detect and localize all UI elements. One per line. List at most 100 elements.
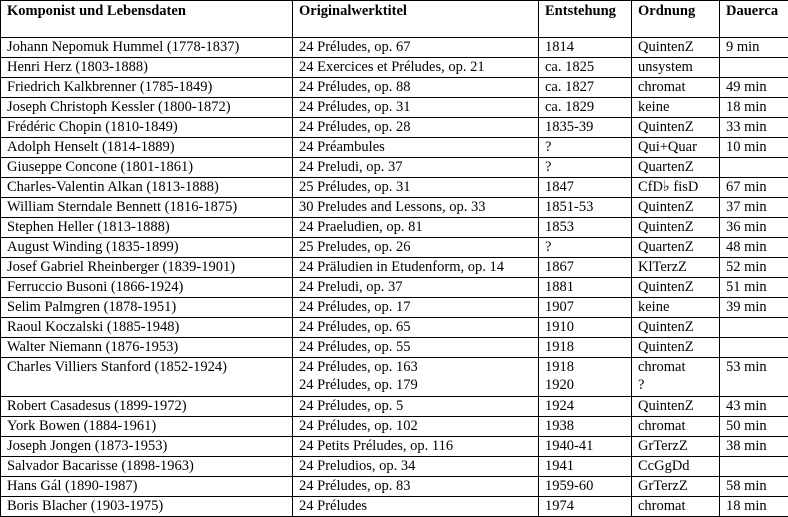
cell-order: chromat <box>632 417 720 437</box>
cell-title-line: 24 Preludi, op. 37 <box>299 278 538 296</box>
cell-composer: Henri Herz (1803-1888) <box>1 58 293 78</box>
cell-order: chromat? <box>632 358 720 397</box>
cell-created: ca. 1827 <box>539 78 632 98</box>
cell-order: GrTerzZ <box>632 437 720 457</box>
table-row: Salvador Bacarisse (1898-1963)24 Preludi… <box>1 457 788 477</box>
cell-order-line: keine <box>638 298 719 316</box>
cell-created: ca. 1825 <box>539 58 632 78</box>
cell-title: 25 Preludes, op. 26 <box>293 238 539 258</box>
cell-duration: 52 min <box>720 258 788 278</box>
header-row: Komponist und Lebensdaten Originalwerkti… <box>1 1 788 38</box>
cell-duration: 9 min <box>720 38 788 58</box>
cell-duration <box>720 457 788 477</box>
cell-title: 24 Preludi, op. 37 <box>293 158 539 178</box>
cell-created-line: 1920 <box>545 376 631 394</box>
cell-composer: Adolph Henselt (1814-1889) <box>1 138 293 158</box>
cell-duration: 18 min <box>720 497 788 517</box>
cell-order: QuintenZ <box>632 38 720 58</box>
cell-created-line: 1959-60 <box>545 477 631 495</box>
cell-created-line: 1907 <box>545 298 631 316</box>
cell-created: ? <box>539 138 632 158</box>
cell-composer: Salvador Bacarisse (1898-1963) <box>1 457 293 477</box>
cell-created: 1853 <box>539 218 632 238</box>
cell-order: keine <box>632 98 720 118</box>
cell-order-line: unsystem <box>638 58 719 76</box>
cell-composer: August Winding (1835-1899) <box>1 238 293 258</box>
cell-created-line: 1851-53 <box>545 198 631 216</box>
cell-title-line: 24 Präludien in Etudenform, op. 14 <box>299 258 538 276</box>
cell-duration <box>720 158 788 178</box>
cell-composer: Giuseppe Concone (1801-1861) <box>1 158 293 178</box>
cell-order: QuartenZ <box>632 238 720 258</box>
table-row: August Winding (1835-1899) 25 Preludes, o… <box>1 238 788 258</box>
cell-order-line: chromat <box>638 497 719 515</box>
cell-created: 1940-41 <box>539 437 632 457</box>
cell-title: 24 Préludes, op. 28 <box>293 118 539 138</box>
cell-title: 24 Préludes, op. 88 <box>293 78 539 98</box>
cell-created: ? <box>539 158 632 178</box>
cell-order: QuartenZ <box>632 158 720 178</box>
cell-order: CfD♭ fisD <box>632 178 720 198</box>
cell-duration: 49 min <box>720 78 788 98</box>
cell-title-line: 25 Preludes, op. 26 <box>299 238 538 256</box>
table-row: Johann Nepomuk Hummel (1778-1837)24 Prél… <box>1 38 788 58</box>
cell-composer: Joseph Jongen (1873-1953) <box>1 437 293 457</box>
table-row: Friedrich Kalkbrenner (1785-1849)24 Prél… <box>1 78 788 98</box>
cell-composer: Friedrich Kalkbrenner (1785-1849) <box>1 78 293 98</box>
cell-title-line: 24 Préludes, op. 31 <box>299 98 538 116</box>
cell-duration: 10 min <box>720 138 788 158</box>
cell-duration: 36 min <box>720 218 788 238</box>
cell-created: 1867 <box>539 258 632 278</box>
table-row: Charles Villiers Stanford (1852-1924)24 … <box>1 358 788 397</box>
cell-title: 24 Preludi, op. 37 <box>293 278 539 298</box>
cell-order-line: QuintenZ <box>638 38 719 56</box>
cell-order-line: QuartenZ <box>638 158 719 176</box>
cell-order-line: QuintenZ <box>638 198 719 216</box>
cell-created-line: ? <box>545 158 631 176</box>
cell-duration: 38 min <box>720 437 788 457</box>
cell-composer: Hans Gál (1890-1987) <box>1 477 293 497</box>
cell-order-line: QuintenZ <box>638 218 719 236</box>
cell-composer: Johann Nepomuk Hummel (1778-1837) <box>1 38 293 58</box>
cell-created: 1974 <box>539 497 632 517</box>
cell-duration: 51 min <box>720 278 788 298</box>
table-row: York Bowen (1884-1961)24 Préludes, op. 1… <box>1 417 788 437</box>
cell-created: 1959-60 <box>539 477 632 497</box>
cell-order-line: GrTerzZ <box>638 477 719 495</box>
cell-created-line: 1938 <box>545 417 631 435</box>
table-row: Josef Gabriel Rheinberger (1839-1901)24 … <box>1 258 788 278</box>
cell-duration: 33 min <box>720 118 788 138</box>
cell-composer: Frédéric Chopin (1810-1849) <box>1 118 293 138</box>
cell-order: chromat <box>632 497 720 517</box>
cell-title-line: 24 Préludes, op. 17 <box>299 298 538 316</box>
cell-order-line: chromat <box>638 358 719 376</box>
cell-composer: Joseph Christoph Kessler (1800-1872) <box>1 98 293 118</box>
cell-title: 24 Petits Préludes, op. 116 <box>293 437 539 457</box>
cell-composer: York Bowen (1884-1961) <box>1 417 293 437</box>
cell-title-line: 24 Préludes, op. 55 <box>299 338 538 356</box>
cell-created: 1941 <box>539 457 632 477</box>
cell-duration: 67 min <box>720 178 788 198</box>
table-body: Johann Nepomuk Hummel (1778-1837)24 Prél… <box>1 38 788 517</box>
cell-title-line: 24 Praeludien, op. 81 <box>299 218 538 236</box>
cell-created-line: 1847 <box>545 178 631 196</box>
cell-title: 24 Préludes, op. 67 <box>293 38 539 58</box>
cell-created: 1881 <box>539 278 632 298</box>
cell-created-line: ? <box>545 138 631 156</box>
cell-title: 24 Préambules <box>293 138 539 158</box>
cell-duration: 48 min <box>720 238 788 258</box>
table-row: Joseph Jongen (1873-1953)24 Petits Prélu… <box>1 437 788 457</box>
cell-created: 1847 <box>539 178 632 198</box>
cell-title-line: 24 Exercices et Préludes, op. 21 <box>299 58 538 76</box>
cell-created: 1907 <box>539 298 632 318</box>
cell-order-line: chromat <box>638 417 719 435</box>
cell-title: 24 Préludes, op. 5 <box>293 397 539 417</box>
cell-order-line: chromat <box>638 78 719 96</box>
cell-order-line: QuintenZ <box>638 397 719 415</box>
cell-order-line: Qui+Quar <box>638 138 719 156</box>
cell-created: ca. 1829 <box>539 98 632 118</box>
cell-order: Qui+Quar <box>632 138 720 158</box>
header-title: Originalwerktitel <box>293 1 539 38</box>
